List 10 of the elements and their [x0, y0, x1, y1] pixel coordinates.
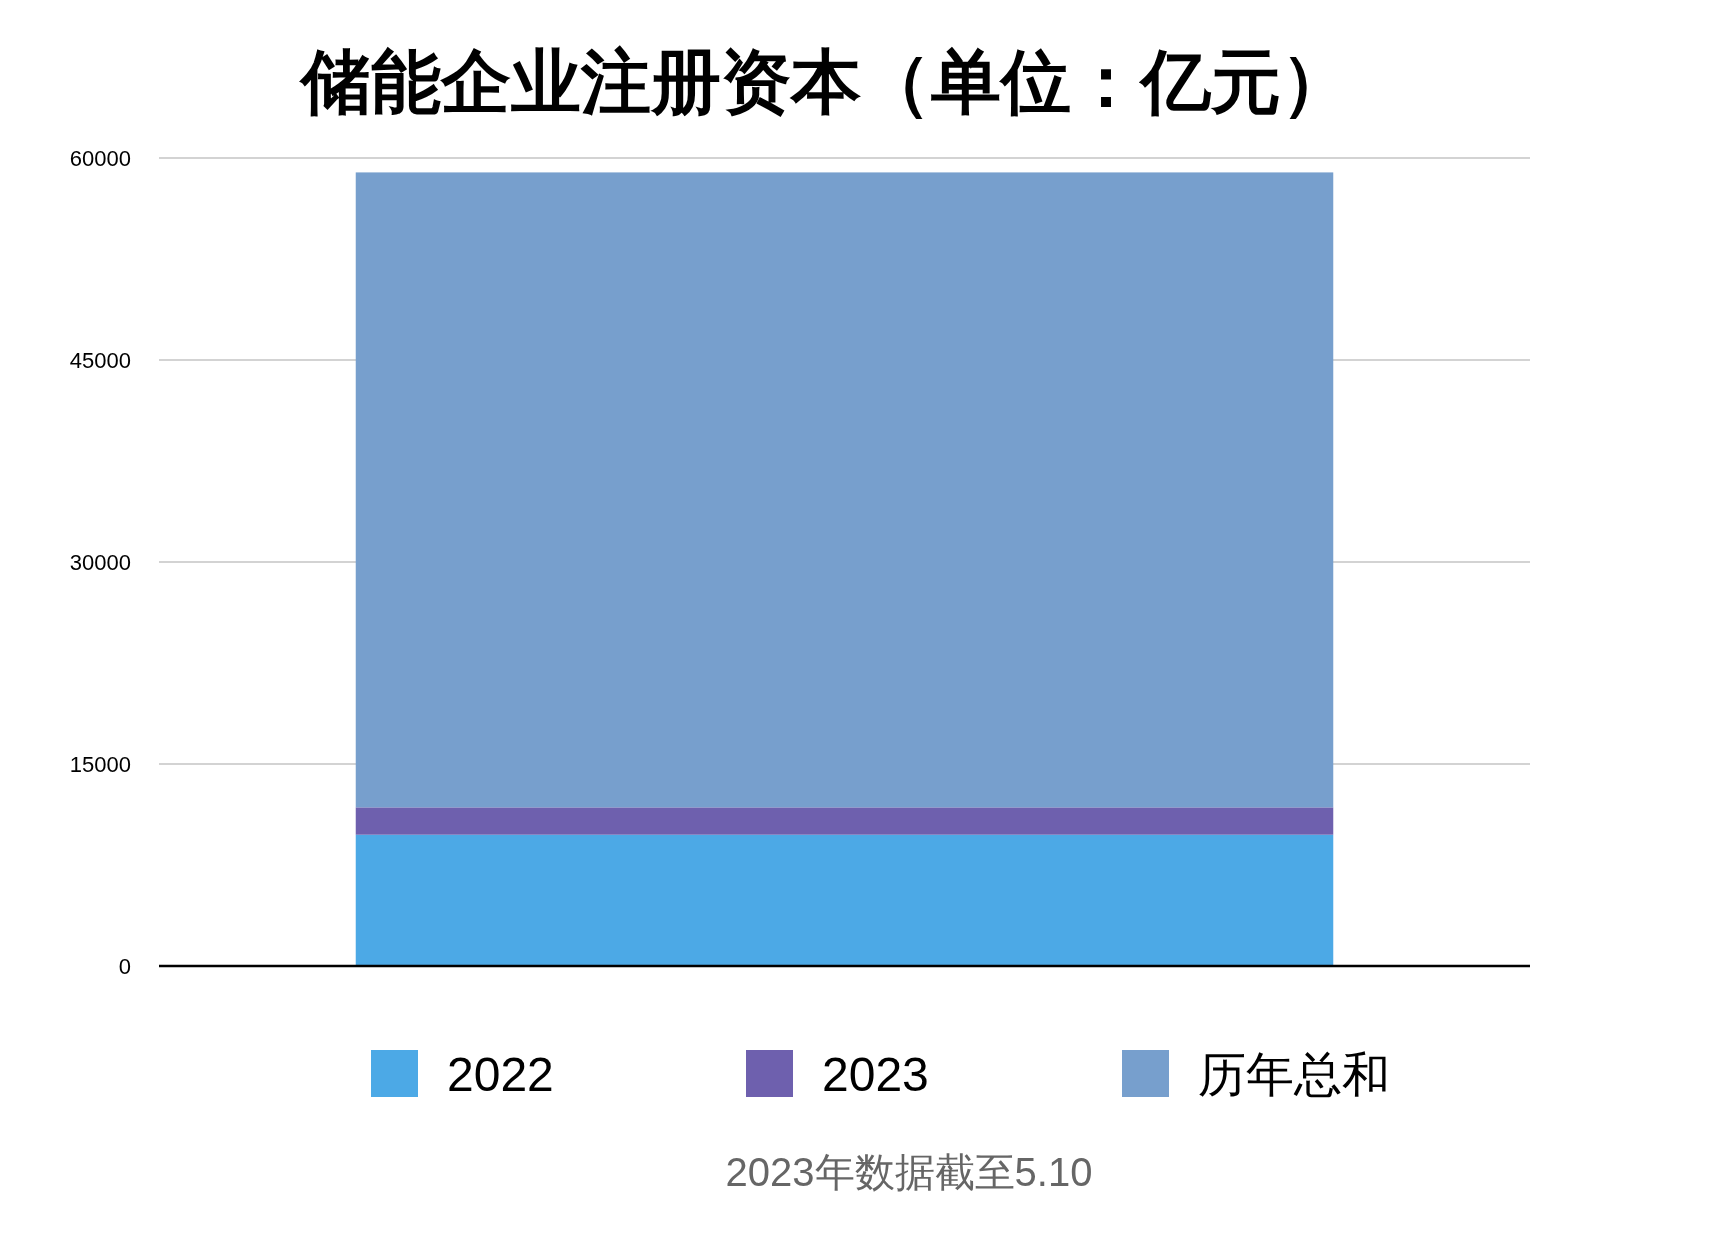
ytick-label: 60000	[69, 145, 131, 171]
ytick-label: 45000	[69, 347, 131, 373]
annotation: 2023年数据截至5.10	[725, 1150, 1093, 1194]
legend-label: 2022	[447, 1047, 554, 1101]
ytick-label: 0	[118, 953, 131, 979]
title: 储能企业注册资本（单位：亿元）	[301, 43, 1351, 121]
ytick-label: 30000	[69, 549, 131, 575]
legend-label: 历年总和	[1198, 1047, 1390, 1101]
ytick-label: 15000	[69, 751, 131, 777]
legend-label: 2023	[822, 1047, 929, 1101]
